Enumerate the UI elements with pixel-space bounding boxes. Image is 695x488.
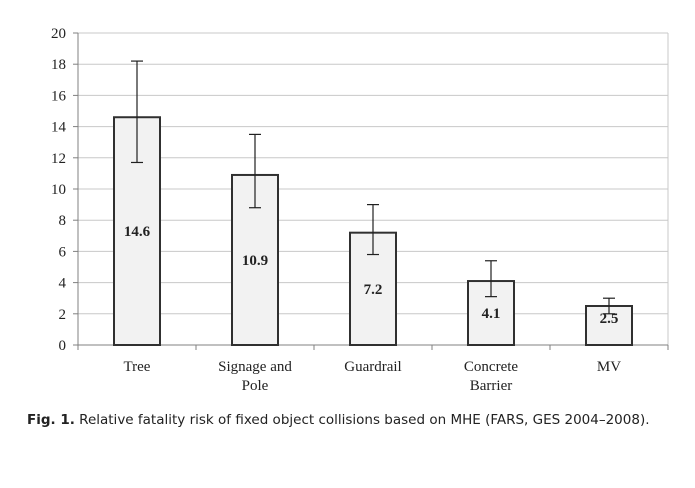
chart-svg: 0 2 4 6 8 10 12 14 16 18 20 14.6 Tree 10.9 Signage and…	[51, 26, 669, 394]
category-label-line: Concrete	[464, 359, 518, 375]
bar	[467, 280, 515, 347]
bar	[231, 173, 279, 346]
data-label: 14.6	[124, 224, 151, 240]
category-label: Tree	[124, 359, 151, 375]
category-label-line: Tree	[124, 359, 151, 375]
category-label: Signage and Pole	[218, 359, 292, 394]
category-label-line: Pole	[242, 378, 269, 394]
caption-label: Fig. 1.	[27, 412, 75, 428]
y-tick-label: 8	[59, 213, 67, 229]
data-label: 4.1	[482, 306, 501, 322]
y-tick-label: 16	[51, 88, 67, 104]
category-label-line: Barrier	[470, 378, 512, 394]
category-label: Guardrail	[344, 359, 401, 375]
y-tick-label: 12	[51, 151, 66, 167]
category-label-line: MV	[597, 359, 621, 375]
category-label-line: Guardrail	[344, 359, 401, 375]
y-tick-label: 18	[51, 57, 66, 73]
y-tick-label: 14	[51, 120, 67, 136]
category-label-line: Signage and	[218, 359, 292, 375]
y-tick-label: 0	[59, 338, 67, 354]
figure-caption: Fig. 1. Relative fatality risk of fixed …	[27, 410, 677, 431]
y-tick-label: 20	[51, 26, 66, 42]
y-tick-label: 2	[59, 307, 67, 323]
y-tick-label: 4	[59, 276, 67, 292]
caption-text: Relative fatality risk of fixed object c…	[74, 412, 650, 428]
y-tick-label: 10	[51, 182, 66, 198]
data-label: 2.5	[600, 311, 619, 327]
data-label: 7.2	[364, 282, 383, 298]
y-tick-label: 6	[59, 244, 67, 260]
category-label: Concrete Barrier	[464, 359, 518, 394]
bar-chart: 0 2 4 6 8 10 12 14 16 18 20 14.6 Tree 10.9 Signage and…	[51, 26, 669, 394]
category-label: MV	[597, 359, 621, 375]
data-label: 10.9	[242, 253, 268, 269]
